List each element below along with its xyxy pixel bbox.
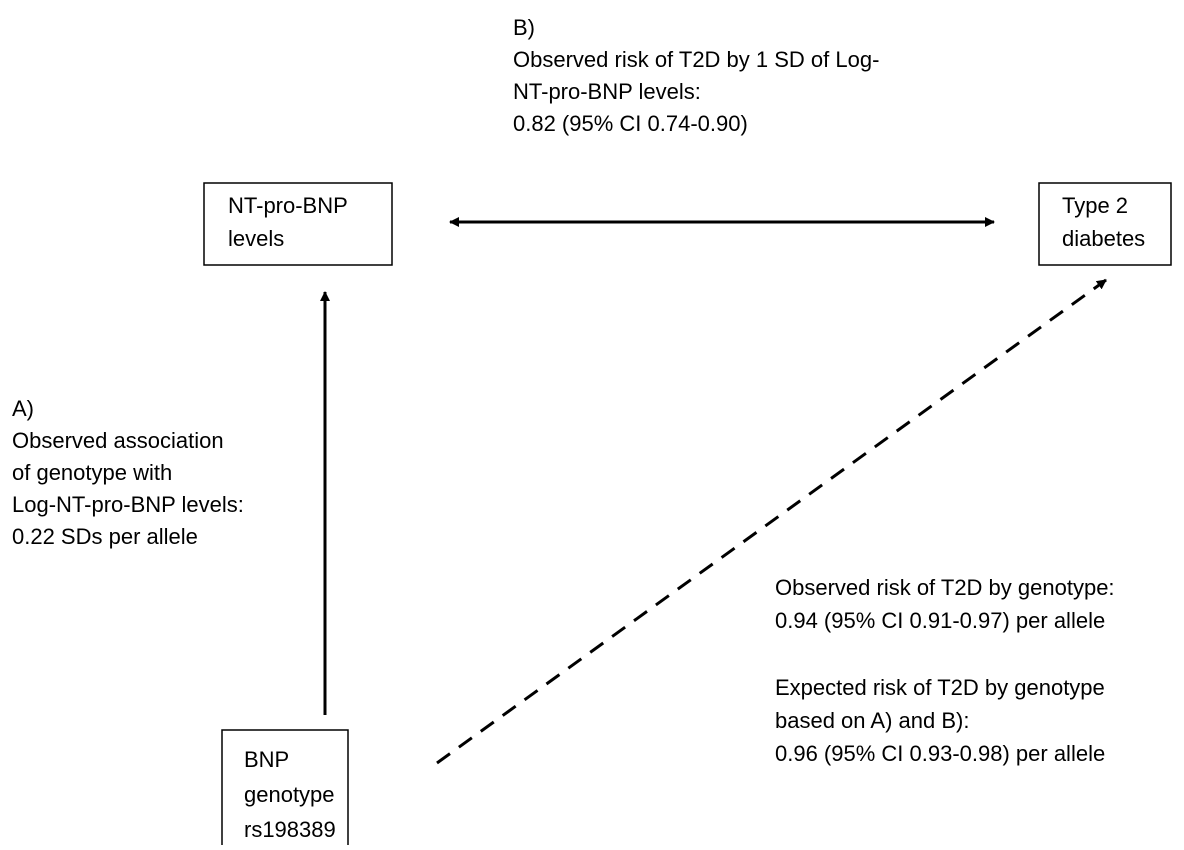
dashed-arrow xyxy=(436,278,1107,765)
node-box xyxy=(203,182,393,266)
annotation: A) xyxy=(12,396,34,421)
annotation: of genotype with xyxy=(12,460,172,485)
annotation: 0.22 SDs per allele xyxy=(12,524,198,549)
annotation: 0.96 (95% CI 0.93-0.98) per allele xyxy=(775,741,1105,766)
node-box xyxy=(1038,182,1172,266)
annotation: Expected risk of T2D by genotype xyxy=(775,675,1105,700)
annotation: Observed risk of T2D by 1 SD of Log- xyxy=(513,47,879,72)
annotation: 0.94 (95% CI 0.91-0.97) per allele xyxy=(775,608,1105,633)
annotation: Observed risk of T2D by genotype: xyxy=(775,575,1115,600)
annotation: B) xyxy=(513,15,535,40)
labels: NT-pro-BNP levels Type 2 diabetes BNP genotyp… xyxy=(12,15,1145,842)
node-label: BNP xyxy=(244,747,289,772)
annotation: Log-NT-pro-BNP levels: xyxy=(12,492,244,517)
node-label: genotype xyxy=(244,782,335,807)
node-label: levels xyxy=(228,226,284,251)
node-label: rs198389 xyxy=(244,817,336,842)
node-box xyxy=(221,729,349,850)
annotation: NT-pro-BNP levels: xyxy=(513,79,701,104)
node-label: diabetes xyxy=(1062,226,1145,251)
annotation: based on A) and B): xyxy=(775,708,969,733)
node-label: Type 2 xyxy=(1062,193,1128,218)
annotation: Observed association xyxy=(12,428,224,453)
node-label: NT-pro-BNP xyxy=(228,193,348,218)
annotation: 0.82 (95% CI 0.74-0.90) xyxy=(513,111,748,136)
